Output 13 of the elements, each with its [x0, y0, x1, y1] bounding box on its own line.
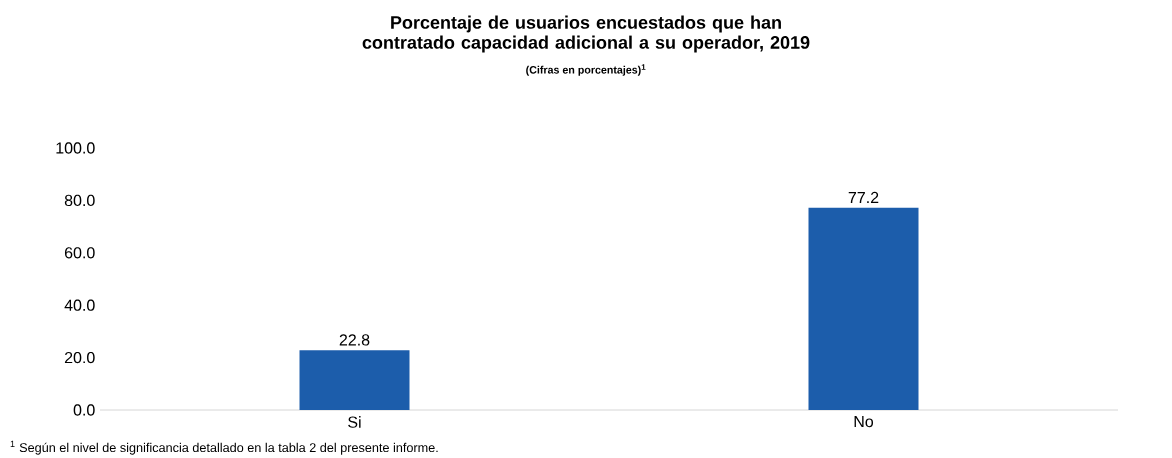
chart-subtitle: (Cifras en porcentajes)$^{1}$ — [526, 64, 646, 76]
y-tick-label: 20.0 — [64, 351, 95, 364]
data-label: 77.2 — [848, 191, 879, 204]
x-tick-label: No — [854, 416, 874, 428]
text: $^{1}$ Según el nivel de significancia detallado en la tabla 2 del presente informe. — [10, 440, 438, 455]
y-tick-label: 40.0 — [64, 299, 95, 311]
y-tick-label: 80.0 — [64, 194, 95, 207]
chart-title: Porcentaje de usuarios encuestados que han contratado capacidad adicional a su operador, 2019 — [362, 15, 810, 53]
y-tick-label: 100.0 — [56, 142, 95, 154]
y-tick-label: 60.0 — [64, 247, 95, 259]
y-tick-label: 0.0 — [73, 404, 95, 416]
x-tick-label: Si — [348, 416, 361, 428]
data-label: 22.8 — [339, 334, 370, 346]
